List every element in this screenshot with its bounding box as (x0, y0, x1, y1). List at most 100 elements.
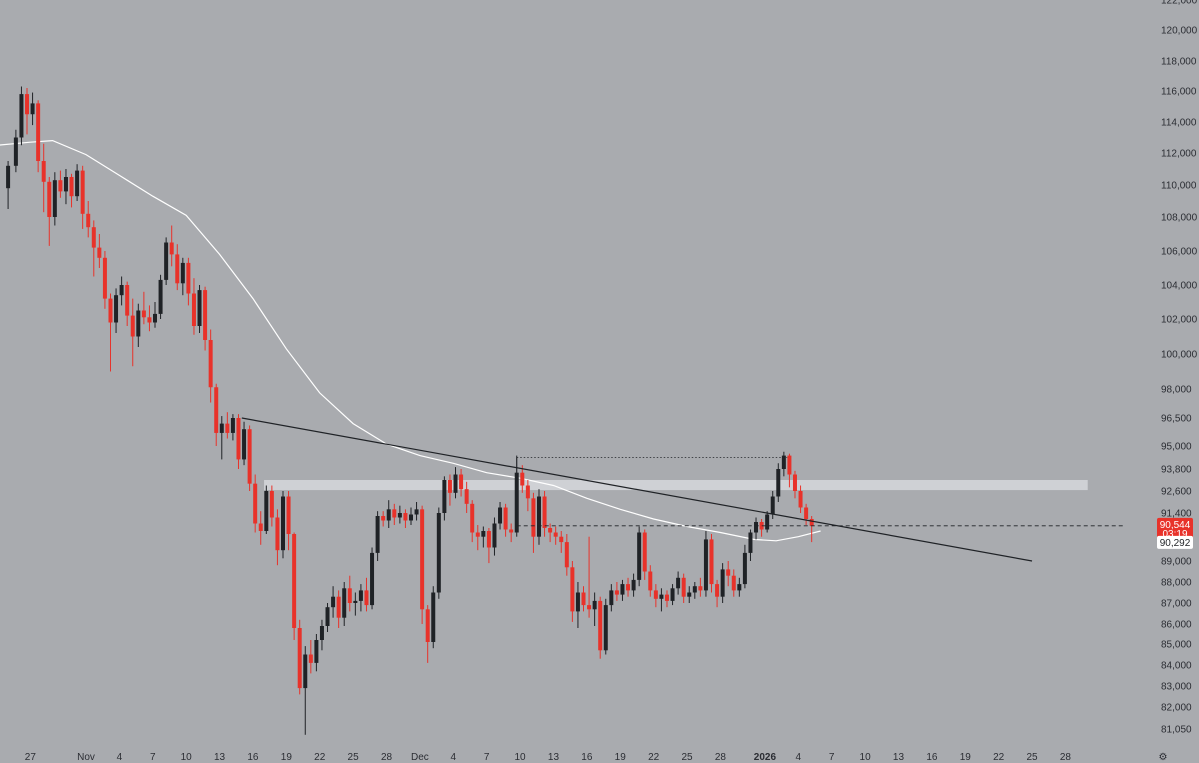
candle-body (520, 472, 525, 486)
candle (91, 220, 96, 277)
candle (52, 172, 57, 226)
candle-body (308, 654, 313, 663)
candle (203, 286, 208, 351)
candle (102, 251, 107, 309)
settings-gear-icon[interactable]: ⚙ (1159, 752, 1168, 763)
candle (397, 505, 402, 524)
candle (108, 293, 113, 372)
candle-body (292, 534, 297, 628)
candle (676, 571, 681, 595)
candle (13, 129, 18, 173)
candle-body (130, 315, 135, 337)
candle-body (581, 592, 586, 606)
candle-body (609, 590, 614, 606)
y-tick-label: 84,000 (1161, 661, 1192, 672)
y-axis[interactable]: 122,000 120,000 118,000 116,000 114,000 112,0… (1161, 0, 1198, 736)
candle-body (147, 317, 152, 323)
candle-body (492, 523, 497, 548)
candle-body (715, 584, 720, 597)
candle-body (626, 584, 631, 591)
candle-body (36, 103, 41, 161)
candle (687, 586, 692, 603)
candle (286, 491, 291, 551)
candle (58, 170, 63, 198)
x-tick-label: 7 (829, 752, 835, 763)
candle-body (742, 552, 747, 585)
y-tick-label: 112,000 (1161, 149, 1197, 160)
y-tick-label: 81,050 (1161, 725, 1192, 736)
y-tick-label: 82,000 (1161, 703, 1192, 714)
current-price-value: 90,544 (1160, 520, 1191, 531)
candle-body (414, 509, 419, 515)
candle-body (386, 509, 391, 521)
x-tick-label: 10 (515, 752, 527, 763)
candle (36, 100, 41, 173)
candle-body (269, 491, 274, 518)
candle-body (748, 532, 753, 553)
candle (436, 507, 441, 599)
candle (464, 481, 469, 513)
candle (664, 590, 669, 608)
trendline[interactable] (241, 417, 1033, 562)
drawings-layer (241, 417, 1124, 562)
candle-body (164, 242, 169, 280)
candle-body (536, 496, 541, 537)
candle-body (486, 531, 491, 548)
candle (97, 234, 102, 268)
candle (553, 526, 558, 545)
candle-body (670, 588, 675, 601)
candle (548, 523, 553, 543)
candle-body (225, 423, 230, 433)
x-tick-label: 13 (214, 752, 226, 763)
x-tick-label: 25 (348, 752, 360, 763)
candle-body (80, 170, 85, 214)
candle (153, 302, 158, 328)
candle (331, 586, 336, 618)
candle (498, 502, 503, 530)
candle (253, 474, 258, 533)
candle (525, 480, 530, 512)
candle (631, 573, 636, 597)
x-tick-label: 4 (796, 752, 802, 763)
candle (475, 525, 480, 551)
candle (319, 619, 324, 651)
candle (581, 586, 586, 612)
candle (531, 492, 536, 553)
candle-body (776, 469, 781, 497)
candle (242, 421, 247, 466)
candle-body (119, 285, 124, 296)
y-tick-label: 92,600 (1161, 487, 1192, 498)
candle (637, 526, 642, 587)
candle (470, 500, 475, 543)
candle-body (242, 429, 247, 460)
x-tick-label: 7 (484, 752, 490, 763)
candle-body (614, 590, 619, 595)
candle-body (86, 213, 91, 228)
candle-body (798, 491, 803, 508)
y-tick-label: 89,000 (1161, 557, 1192, 568)
candle (570, 561, 575, 622)
candle (86, 201, 91, 238)
candle-body (425, 609, 430, 642)
y-tick-label: 95,000 (1161, 442, 1192, 453)
candle (414, 502, 419, 521)
candle (30, 92, 35, 126)
candle (386, 500, 391, 528)
candle (425, 605, 430, 663)
candle (136, 303, 141, 347)
x-axis[interactable]: 27 Nov 4 7 10 13 16 19 22 25 28 Dec 4 7 10 13 16 19 22 25 28… (25, 752, 1168, 763)
x-tick-label: 28 (381, 752, 393, 763)
candle-body (559, 536, 564, 543)
bar-countdown: 03:19 (1162, 529, 1187, 540)
candle (709, 534, 714, 593)
candle (169, 225, 174, 267)
candle-body (69, 177, 74, 197)
candle-body (236, 418, 241, 460)
x-tick-label: 19 (960, 752, 972, 763)
candle-body (97, 247, 102, 258)
candle (258, 511, 263, 545)
candle-body (553, 532, 558, 537)
